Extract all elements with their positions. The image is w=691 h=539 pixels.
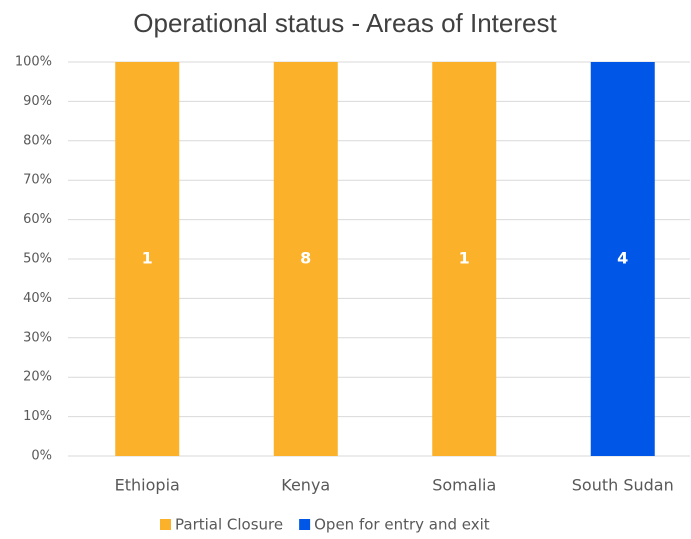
y-tick-label: 30%	[23, 330, 52, 345]
y-tick-label: 60%	[23, 212, 52, 227]
legend-label: Open for entry and exit	[314, 516, 490, 534]
chart-title: Operational status - Areas of Interest	[133, 8, 557, 38]
legend-label: Partial Closure	[175, 516, 283, 534]
y-tick-label: 90%	[23, 94, 52, 109]
bar-segment	[273, 62, 338, 456]
data-label: 4	[617, 249, 628, 268]
data-label: 1	[142, 249, 153, 268]
x-tick-label: Kenya	[281, 476, 330, 495]
legend-swatch	[160, 519, 171, 530]
x-tick-label: Ethiopia	[115, 476, 180, 495]
data-label: 8	[300, 249, 311, 268]
bar-segment	[590, 62, 655, 456]
data-label: 1	[459, 249, 470, 268]
y-tick-label: 100%	[15, 55, 52, 70]
bar-segment	[115, 62, 180, 456]
y-tick-label: 40%	[23, 291, 52, 306]
y-tick-label: 10%	[23, 409, 52, 424]
x-tick-label: Somalia	[432, 476, 496, 495]
y-tick-label: 0%	[31, 449, 52, 464]
y-tick-label: 70%	[23, 173, 52, 188]
y-tick-label: 20%	[23, 370, 52, 385]
bar-segment	[432, 62, 497, 456]
y-tick-label: 80%	[23, 133, 52, 148]
y-tick-label: 50%	[23, 252, 52, 267]
x-tick-label: South Sudan	[572, 476, 674, 495]
legend-swatch	[299, 519, 311, 530]
